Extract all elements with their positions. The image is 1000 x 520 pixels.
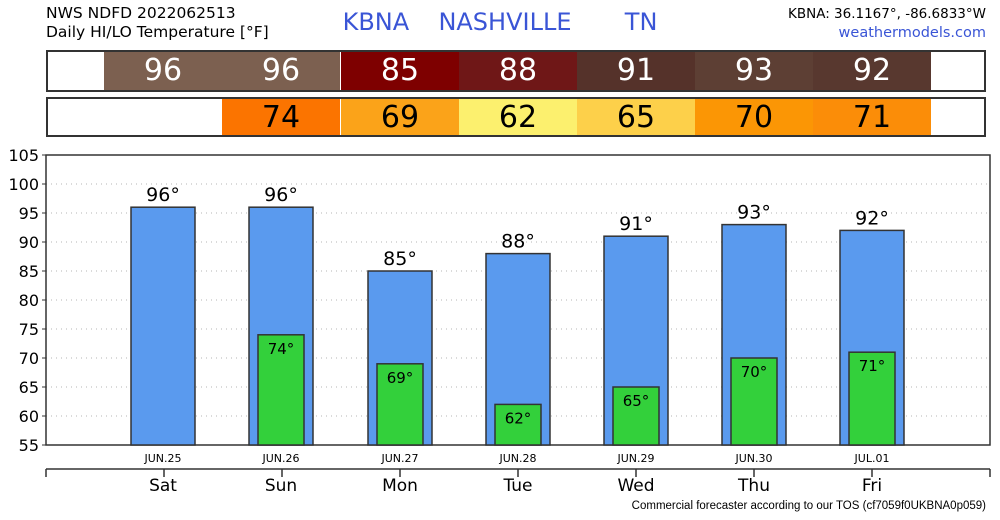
low-bar [376, 363, 424, 446]
date-label: JUN.29 [616, 452, 654, 465]
low-temp-cell: 74 [222, 99, 340, 135]
y-tick-label: 70 [19, 349, 39, 368]
high-bar-label: 85° [383, 248, 417, 270]
low-bar-label: 69° [387, 369, 414, 387]
station-id: KBNA [342, 8, 410, 36]
date-label: JUN.27 [380, 452, 418, 465]
day-label: Wed [617, 476, 654, 496]
day-label: Sat [149, 476, 177, 496]
high-bar-label: 92° [855, 207, 889, 229]
y-tick-label: 100 [8, 175, 39, 194]
station-state: TN [624, 8, 658, 36]
date-label: JUN.28 [498, 452, 536, 465]
y-tick-label: 90 [19, 233, 39, 252]
high-bar-label: 91° [619, 213, 653, 235]
header-right: KBNA: 36.1167°, -86.6833°W weathermodels… [788, 5, 986, 43]
y-tick-label: 105 [8, 146, 39, 165]
low-temp-cell: 70 [695, 99, 813, 135]
low-bar [257, 334, 305, 446]
high-temp-cell: 96 [222, 52, 340, 90]
day-label: Tue [502, 476, 532, 496]
high-temp-strip: 96 96 85 88 91 93 92 [46, 50, 986, 92]
low-temp-cell: 62 [459, 99, 577, 135]
model-run-label: NWS NDFD 2022062513 [46, 4, 236, 22]
date-label: JUN.30 [734, 452, 772, 465]
date-label: JUL.01 [854, 452, 890, 465]
low-bar-label: 65° [623, 392, 650, 410]
high-temp-cell: 96 [104, 52, 222, 90]
low-bar [494, 403, 542, 446]
temperature-chart: 55 60 65 70 75 80 85 90 95 100 105 96° JUN.25 Sat 96° 7… [8, 146, 991, 496]
high-bar-label: 93° [737, 202, 771, 224]
station-city: NASHVILLE [438, 8, 572, 36]
station-title: KBNA NASHVILLE TN [0, 8, 1000, 36]
high-temp-cell: 93 [695, 52, 813, 90]
header-left: NWS NDFD 2022062513 Daily HI/LO Temperat… [46, 4, 269, 42]
day-label: Thu [737, 476, 770, 496]
high-bar [130, 206, 196, 446]
low-bar-label: 70° [741, 363, 768, 381]
y-tick-label: 95 [19, 204, 39, 223]
y-tick-label: 75 [19, 320, 39, 339]
low-bar-label: 62° [505, 409, 532, 427]
low-bar-label: 74° [268, 340, 295, 358]
low-temp-cell [104, 99, 222, 135]
high-temp-cell: 92 [813, 52, 931, 90]
high-bar-label: 96° [264, 184, 298, 206]
date-label: JUN.25 [143, 452, 181, 465]
y-tick-label: 60 [19, 407, 39, 426]
footer-note: Commercial forecaster according to our T… [631, 500, 986, 512]
station-coords: KBNA: 36.1167°, -86.6833°W [787, 6, 986, 22]
high-bar-label: 88° [501, 231, 535, 253]
y-tick-label: 80 [19, 291, 39, 310]
product-label: Daily HI/LO Temperature [°F] [46, 23, 269, 41]
high-temp-cell: 85 [341, 52, 459, 90]
high-temp-cell: 91 [577, 52, 695, 90]
y-tick-label: 85 [19, 262, 39, 281]
day-label: Mon [382, 476, 418, 496]
low-temp-cell: 71 [813, 99, 931, 135]
low-bar [612, 386, 660, 446]
high-temp-cell: 88 [459, 52, 577, 90]
low-temp-cell: 65 [577, 99, 695, 135]
y-tick-label: 65 [19, 378, 39, 397]
y-tick-label: 55 [19, 436, 39, 455]
date-label: JUN.26 [261, 452, 299, 465]
low-temp-strip: 74 69 62 65 70 71 [46, 97, 986, 137]
low-bar [730, 357, 778, 446]
day-label: Sun [265, 476, 297, 496]
day-label: Fri [862, 476, 882, 496]
site-link[interactable]: weathermodels.com [838, 25, 986, 41]
low-bar [848, 351, 896, 446]
low-temp-cell: 69 [341, 99, 459, 135]
high-bar-label: 96° [146, 184, 180, 206]
low-bar-label: 71° [859, 357, 886, 375]
